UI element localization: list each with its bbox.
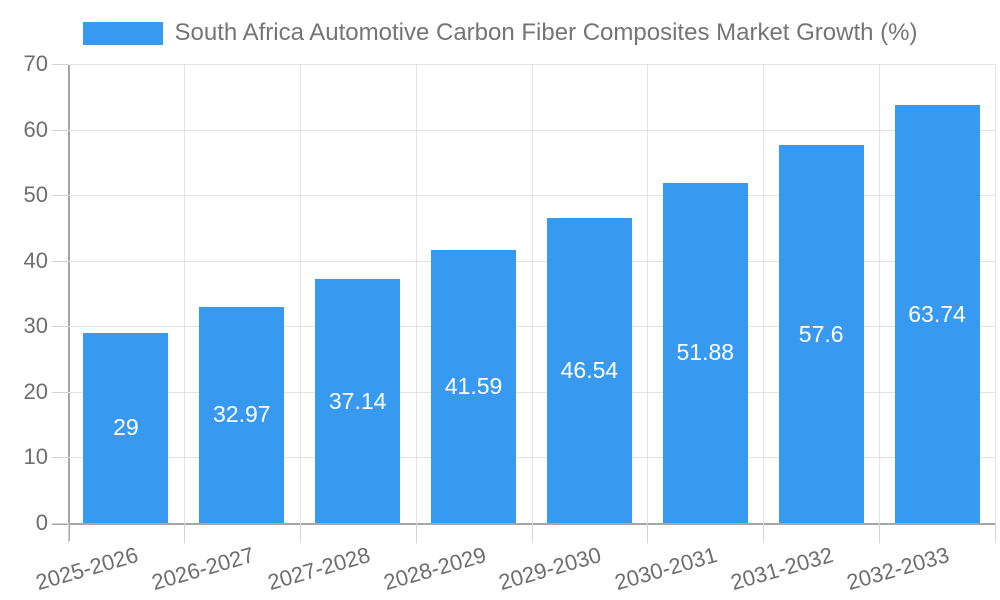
y-tick-mark	[52, 64, 68, 65]
bar: 57.6	[778, 145, 864, 523]
gridline-vertical	[183, 64, 185, 523]
gridline-vertical	[415, 64, 417, 523]
bar-value-label: 51.88	[676, 339, 735, 366]
x-tick-mark	[647, 523, 649, 543]
bar: 46.54	[546, 217, 632, 523]
y-tick-label: 50	[23, 182, 48, 208]
bar: 32.97	[199, 306, 285, 523]
x-tick-label: 2030-2031	[612, 542, 721, 596]
bar-value-label: 37.14	[328, 387, 387, 414]
bar: 51.88	[662, 182, 748, 523]
y-tick-label: 60	[23, 116, 48, 142]
plot-area: 0 10 20 30 40 50 60 70 29 2025-2026 32.97 2026-2027…	[24, 51, 996, 595]
x-tick-mark	[763, 523, 765, 543]
bar-value-label: 41.59	[444, 373, 503, 400]
legend-swatch	[82, 21, 163, 45]
bar-value-label: 29	[113, 414, 139, 441]
gridline-vertical	[879, 64, 881, 523]
gridline-vertical	[995, 64, 996, 523]
y-tick-mark	[52, 195, 68, 197]
bar: 29	[83, 332, 169, 523]
legend-label: South Africa Automotive Carbon Fiber Com…	[174, 19, 918, 46]
y-tick-label: 10	[23, 444, 48, 470]
bar-value-label: 63.74	[908, 300, 966, 327]
y-tick-mark	[52, 129, 68, 131]
y-tick-mark	[52, 391, 68, 393]
x-tick-mark	[415, 523, 417, 543]
gridline-vertical	[647, 64, 649, 523]
bar: 41.59	[431, 250, 517, 523]
y-tick-mark	[52, 457, 68, 459]
x-tick-mark	[879, 523, 881, 543]
x-tick-mark	[995, 523, 996, 543]
x-tick-mark	[531, 523, 533, 543]
bar-value-label: 32.97	[213, 401, 271, 428]
x-tick-label: 2029-2030	[496, 542, 605, 596]
bar-value-label: 46.54	[560, 356, 619, 383]
bar-value-label: 57.6	[798, 320, 844, 347]
x-tick-mark	[68, 523, 69, 543]
x-tick-label: 2026-2027	[148, 542, 257, 596]
gridline-vertical	[299, 64, 301, 523]
gridline-vertical	[531, 64, 533, 523]
x-tick-mark	[183, 523, 185, 543]
x-tick-label: 2027-2028	[264, 542, 373, 596]
bar: 63.74	[894, 105, 980, 523]
y-tick-mark	[52, 260, 68, 262]
y-tick-mark	[52, 326, 68, 328]
y-tick-label: 30	[23, 313, 48, 339]
x-tick-label: 2031-2032	[728, 542, 837, 596]
y-tick-label: 70	[23, 51, 48, 76]
x-axis-line	[52, 523, 995, 525]
x-tick-label: 2025-2026	[32, 542, 141, 596]
x-tick-label: 2028-2029	[380, 542, 489, 596]
y-tick-label: 0	[35, 510, 48, 535]
legend: South Africa Automotive Carbon Fiber Com…	[0, 19, 1000, 47]
x-tick-mark	[299, 523, 301, 543]
y-axis-line	[68, 64, 70, 541]
y-tick-label: 20	[23, 378, 48, 404]
y-tick-mark	[52, 523, 68, 524]
y-tick-label: 40	[23, 247, 48, 273]
bar: 37.14	[315, 279, 401, 523]
x-tick-label: 2032-2033	[843, 542, 952, 596]
gridline-vertical	[763, 64, 765, 523]
